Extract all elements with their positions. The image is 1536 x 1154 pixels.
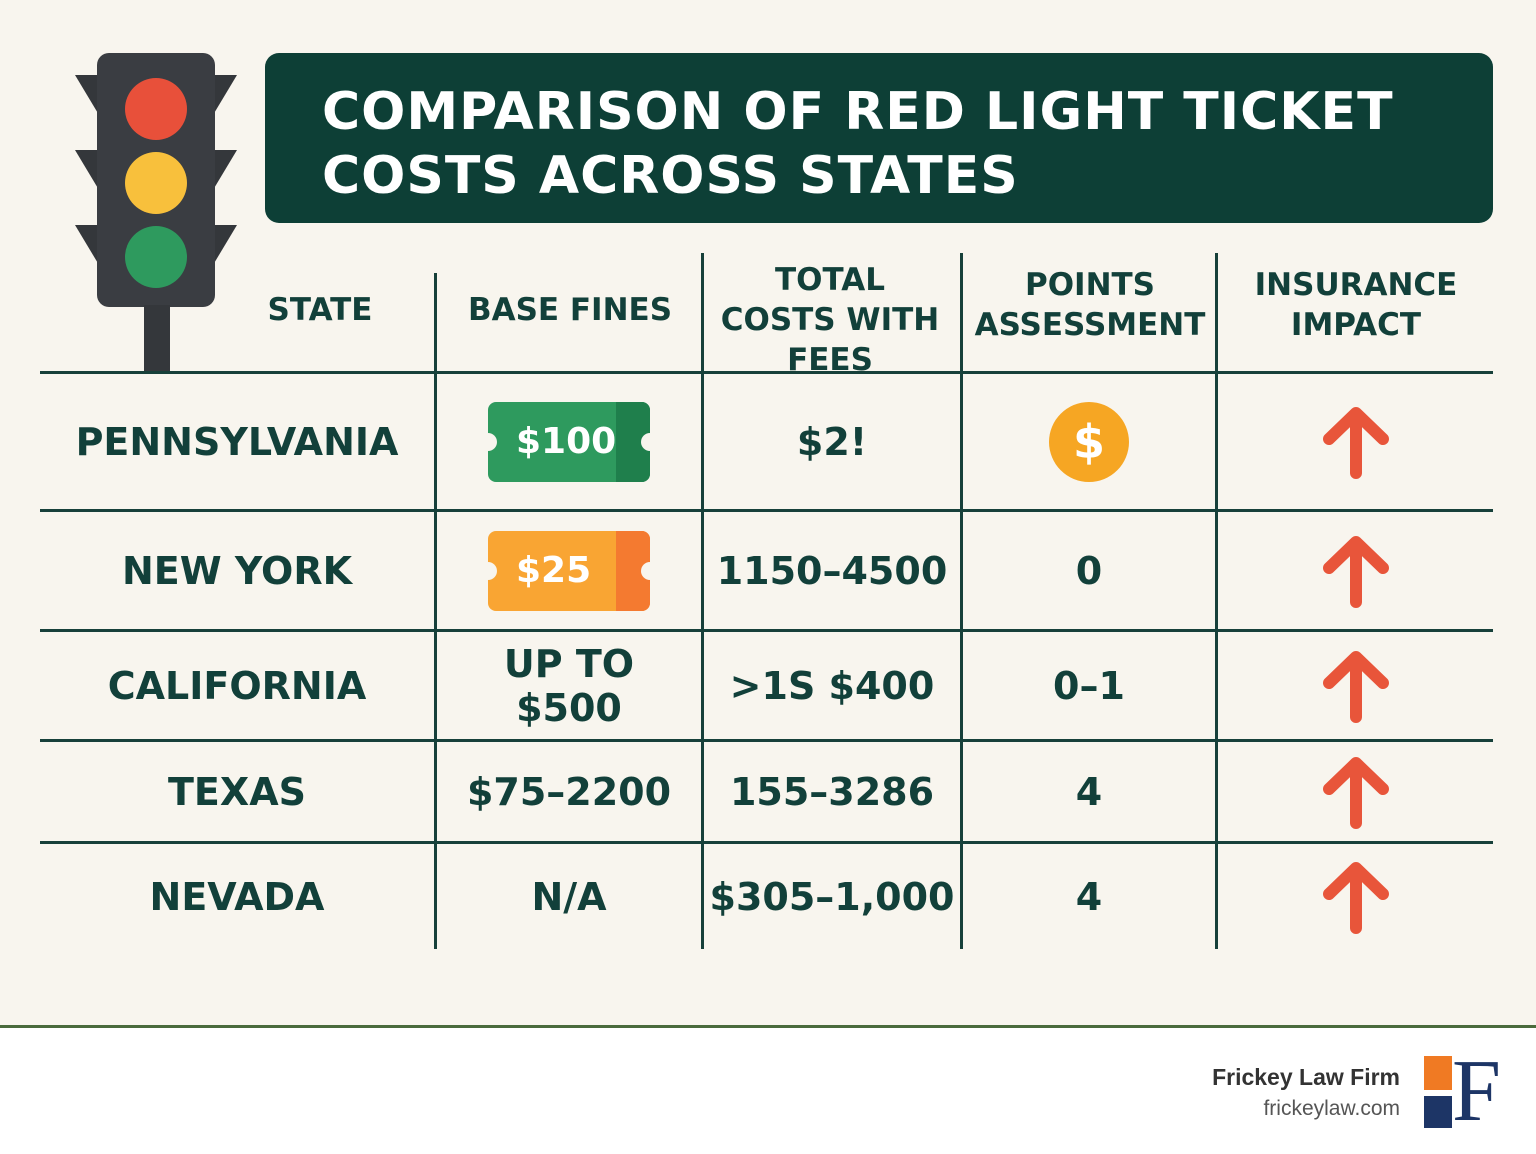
state-name: PENNSYLVANIA [75,419,399,464]
cell-points: 4 [963,742,1215,841]
divider [960,253,963,949]
column-header-points: POINTS ASSESSMENT [974,267,1206,343]
state-name: NEVADA [149,874,325,919]
points: 4 [1075,769,1103,814]
orange-ticket-icon: $25 [488,530,650,611]
firm-name: Frickey Law Firm [1212,1064,1400,1090]
cell-insurance [1218,742,1493,841]
coin-icon: $ [1049,401,1129,482]
cell-points: 4 [963,844,1215,949]
cell-points: 0 [963,512,1215,629]
page-title: COMPARISON OF RED LIGHT TICKET COSTS ACR… [322,82,1394,206]
cell-insurance [1218,374,1493,509]
points: 0–1 [1053,663,1125,708]
cell-insurance [1218,512,1493,629]
cell-base-fine: $100 [437,374,701,509]
column-header-total-costs: TOTAL COSTS WITH FEES [720,262,940,378]
firm-logo: F [1424,1043,1504,1140]
base-fine: N/A [531,874,607,919]
divider [40,371,1493,374]
green-ticket-icon: $100 [488,401,650,482]
title-banner [265,53,1493,223]
cell-insurance [1218,632,1493,739]
cell-base-fine: N/A [437,844,701,949]
arrow-up-icon [1321,534,1391,608]
state-name: NEW YORK [121,548,353,593]
cell-base-fine: $25 [437,512,701,629]
points: 0 [1075,548,1103,593]
base-fine: $75–2200 [466,769,672,814]
arrow-up-icon [1321,405,1391,479]
arrow-up-icon [1321,755,1391,829]
base-fine: UP TO $500 [503,641,635,730]
cell-base-fine: UP TO $500 [437,632,701,739]
points: 4 [1075,874,1103,919]
cell-state: PENNSYLVANIA [40,374,434,509]
state-name: CALIFORNIA [107,663,367,708]
total-cost: 1150–4500 [716,548,948,593]
firm-url: frickeylaw.com [1263,1097,1400,1120]
divider [40,509,1493,512]
cell-state: TEXAS [40,742,434,841]
arrow-up-icon [1321,860,1391,934]
total-cost: 155–3286 [729,769,935,814]
total-cost: $305–1,000 [709,874,955,919]
divider [40,739,1493,742]
column-header-state: STATE [267,292,373,328]
cell-insurance [1218,844,1493,949]
divider [40,629,1493,632]
footer [0,1025,1536,1154]
total-cost: $2! [796,419,868,464]
cell-total-cost: $2! [704,374,960,509]
cell-state: CALIFORNIA [40,632,434,739]
state-name: TEXAS [168,769,306,814]
total-cost: >1S $400 [729,663,935,708]
cell-total-cost: $305–1,000 [704,844,960,949]
cell-points: $ [963,374,1215,509]
divider [701,253,704,949]
cell-total-cost: 1150–4500 [704,512,960,629]
column-header-insurance: INSURANCE IMPACT [1254,267,1458,343]
divider [40,841,1493,844]
cell-points: 0–1 [963,632,1215,739]
arrow-up-icon [1321,649,1391,723]
column-header-base-fines: BASE FINES [467,292,673,328]
cell-total-cost: 155–3286 [704,742,960,841]
cell-base-fine: $75–2200 [437,742,701,841]
divider [1215,253,1218,949]
cell-state: NEVADA [40,844,434,949]
cell-total-cost: >1S $400 [704,632,960,739]
divider [434,273,437,949]
cell-state: NEW YORK [40,512,434,629]
